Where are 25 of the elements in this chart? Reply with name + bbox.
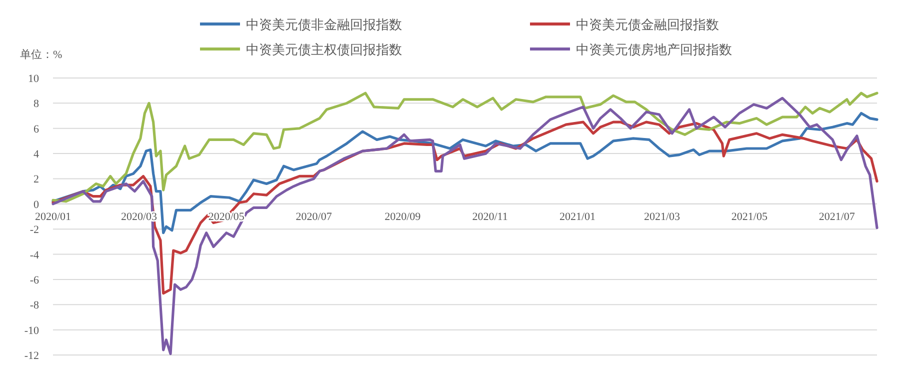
x-tick-label: 2021/01 xyxy=(559,210,596,223)
y-tick-label: 6 xyxy=(34,123,40,136)
x-tick-label: 2021/03 xyxy=(644,210,681,223)
y-tick-label: -4 xyxy=(30,249,40,262)
y-tick-label: 8 xyxy=(34,98,40,110)
y-tick-label: 10 xyxy=(28,73,40,85)
y-tick-label: -8 xyxy=(30,300,40,312)
x-tick-label: 2021/07 xyxy=(818,210,856,223)
legend-label: 中资美元债非金融回报指数 xyxy=(246,17,402,32)
y-tick-label: 0 xyxy=(34,198,40,211)
y-tick-label: 4 xyxy=(34,148,40,161)
x-tick-label: 2020/11 xyxy=(472,210,508,223)
x-tick-label: 2020/01 xyxy=(34,210,72,223)
y-tick-label: -2 xyxy=(30,224,39,236)
legend-label: 中资美元债房地产回报指数 xyxy=(576,42,732,57)
y-axis-title: 单位：% xyxy=(20,48,62,61)
x-tick-label: 2021/05 xyxy=(731,210,768,223)
x-tick-label: 2020/07 xyxy=(296,210,332,223)
y-tick-label: -12 xyxy=(24,350,39,362)
y-tick-label: -6 xyxy=(30,274,40,286)
y-tick-label: 2 xyxy=(34,174,39,186)
legend-label: 中资美元债金融回报指数 xyxy=(576,17,719,32)
x-tick-label: 2020/09 xyxy=(384,210,422,223)
y-tick-label: -10 xyxy=(24,324,40,337)
legend-label: 中资美元债主权债回报指数 xyxy=(246,42,402,57)
